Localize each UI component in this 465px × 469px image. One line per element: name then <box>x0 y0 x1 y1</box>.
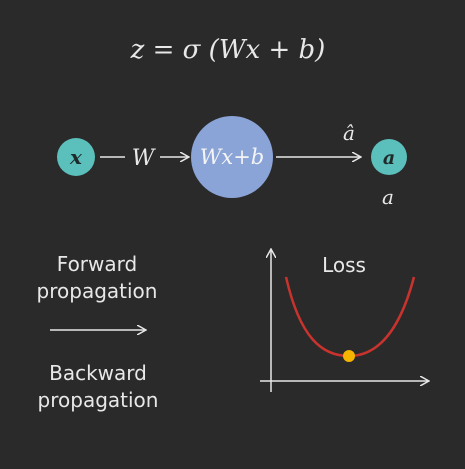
input-node-label: x <box>69 145 83 169</box>
output-node <box>371 139 407 175</box>
neuron-node <box>191 116 273 198</box>
forward-label-line1: Forward <box>57 252 137 276</box>
forward-label-line2: propagation <box>37 279 158 303</box>
input-node <box>57 138 95 176</box>
target-label: a <box>382 185 394 209</box>
backward-label-line1: Backward <box>49 361 147 385</box>
loss-title: Loss <box>322 253 366 277</box>
output-node-label: a <box>383 147 395 169</box>
backward-label-line2: propagation <box>38 388 159 412</box>
loss-curve <box>284 276 416 358</box>
loss-minimum-point <box>343 350 355 362</box>
neuron-label: Wx+b <box>200 145 264 169</box>
equation-text: z = σ (Wx + b) <box>130 35 326 65</box>
prediction-label: â <box>343 121 355 145</box>
weight-label: W <box>132 146 157 171</box>
